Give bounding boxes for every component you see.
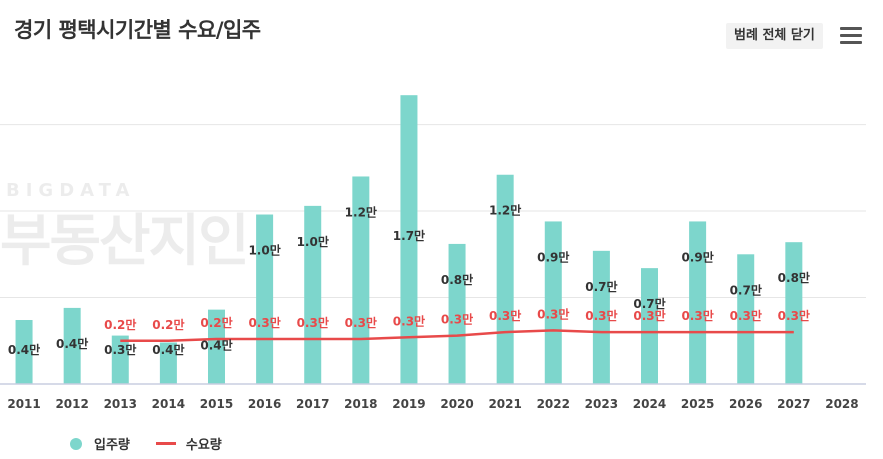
x-tick-label: 2015 bbox=[200, 397, 233, 411]
demand-value-label: 0.2만 bbox=[200, 315, 232, 330]
bar-value-label: 1.0만 bbox=[297, 234, 329, 249]
bar-value-label: 1.7만 bbox=[393, 228, 425, 243]
bar-2012[interactable] bbox=[63, 307, 81, 384]
bar-value-label: 0.4만 bbox=[8, 342, 40, 357]
x-tick-label: 2021 bbox=[488, 397, 521, 411]
legend-supply-swatch bbox=[70, 437, 82, 450]
demand-value-label: 0.3만 bbox=[441, 312, 473, 327]
bar-value-label: 0.9만 bbox=[537, 249, 569, 264]
x-tick-label: 2026 bbox=[729, 397, 762, 411]
x-tick-label: 2019 bbox=[392, 397, 425, 411]
bar-2022[interactable] bbox=[544, 221, 562, 384]
bar-2020[interactable] bbox=[448, 243, 466, 384]
bar-2023[interactable] bbox=[592, 250, 610, 384]
bar-2024[interactable] bbox=[641, 268, 658, 384]
x-tick-label: 2017 bbox=[296, 397, 329, 411]
x-tick-label: 2023 bbox=[585, 397, 618, 411]
demand-value-label: 0.3만 bbox=[393, 313, 425, 328]
x-tick-label: 2020 bbox=[440, 397, 473, 411]
chart-area: 2011 2012 2013 2014 2015 2016 2017 2018 2019 2020… bbox=[0, 95, 866, 411]
demand-value-label: 0.3만 bbox=[681, 308, 713, 323]
bar-value-label: 0.4만 bbox=[152, 342, 184, 357]
bar-value-label: 0.8만 bbox=[778, 270, 810, 285]
x-tick-label: 2028 bbox=[825, 397, 858, 411]
demand-value-label: 0.3만 bbox=[585, 308, 617, 323]
legend-demand-label: 수요량 bbox=[185, 438, 222, 453]
x-tick-label: 2022 bbox=[537, 397, 570, 411]
x-tick-label: 2025 bbox=[681, 397, 714, 411]
bar-value-label: 0.8만 bbox=[441, 272, 473, 287]
bar-2019[interactable] bbox=[400, 95, 418, 384]
bar-2011[interactable] bbox=[15, 320, 33, 384]
legend-item-demand[interactable]: 수요량 bbox=[155, 434, 222, 453]
demand-value-label: 0.2만 bbox=[152, 317, 184, 332]
bar-value-label: 0.7만 bbox=[585, 279, 617, 294]
demand-value-label: 0.3만 bbox=[297, 315, 329, 330]
bar-value-label: 1.0만 bbox=[248, 243, 280, 258]
chart-title: 경기 평택시기간별 수요/입주 bbox=[14, 18, 261, 42]
bar-value-label: 1.2만 bbox=[345, 204, 377, 219]
demand-value-label: 0.3만 bbox=[345, 315, 377, 330]
bar-2026[interactable] bbox=[737, 254, 755, 384]
bar-2018[interactable] bbox=[352, 176, 370, 384]
hamburger-menu-icon[interactable] bbox=[840, 27, 862, 45]
x-tick-label: 2024 bbox=[633, 397, 666, 411]
x-tick-label: 2011 bbox=[7, 397, 40, 411]
legend-toggle-button[interactable]: 범례 전체 닫기 bbox=[726, 23, 823, 49]
demand-value-label: 0.3만 bbox=[633, 308, 665, 323]
bar-2013[interactable] bbox=[111, 335, 129, 384]
x-tick-label: 2012 bbox=[55, 397, 88, 411]
demand-value-label: 0.3만 bbox=[730, 308, 762, 323]
chart-legend: 입주량 수요량 bbox=[70, 434, 248, 453]
bar-2017[interactable] bbox=[304, 205, 322, 384]
bar-2014[interactable] bbox=[159, 342, 177, 384]
bar-value-label: 0.9만 bbox=[681, 249, 713, 264]
bar-value-label: 0.7만 bbox=[730, 282, 762, 297]
bar-value-label: 0.4만 bbox=[56, 336, 88, 351]
bar-2016[interactable] bbox=[256, 214, 274, 384]
demand-value-label: 0.2만 bbox=[104, 317, 136, 332]
demand-value-label: 0.3만 bbox=[778, 308, 810, 323]
demand-value-label: 0.3만 bbox=[248, 315, 280, 330]
bar-value-label: 0.4만 bbox=[200, 338, 232, 353]
legend-supply-label: 입주량 bbox=[94, 438, 130, 453]
legend-demand-swatch bbox=[155, 442, 176, 445]
bar-2015[interactable] bbox=[208, 309, 225, 384]
bar-value-label: 0.7만 bbox=[633, 296, 665, 311]
bar-value-label: 0.3만 bbox=[104, 342, 136, 357]
x-tick-label: 2018 bbox=[344, 397, 377, 411]
bar-2027[interactable] bbox=[785, 242, 803, 384]
bar-value-label: 1.2만 bbox=[489, 203, 521, 218]
x-tick-label: 2014 bbox=[152, 397, 185, 411]
demand-value-label: 0.3만 bbox=[537, 306, 569, 321]
watermark-small-text: BIGDATA bbox=[6, 180, 136, 201]
demand-value-label: 0.3만 bbox=[489, 308, 521, 323]
x-tick-label: 2013 bbox=[104, 397, 137, 411]
legend-item-supply[interactable]: 입주량 bbox=[70, 434, 130, 453]
x-tick-label: 2016 bbox=[248, 397, 281, 411]
bar-2025[interactable] bbox=[689, 221, 707, 384]
demand-line bbox=[120, 329, 794, 343]
x-tick-label: 2027 bbox=[777, 397, 810, 411]
watermark-logo-text: 부동산지인 bbox=[0, 209, 250, 274]
